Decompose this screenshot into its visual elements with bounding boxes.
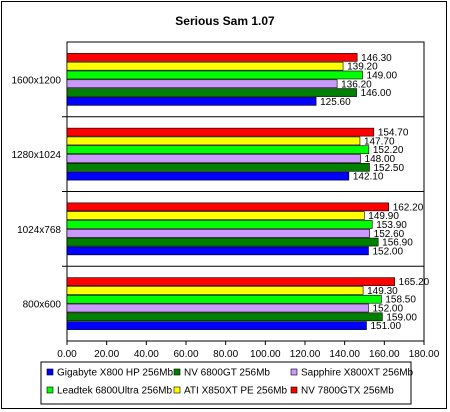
data-label: 165.20	[399, 277, 430, 288]
data-label: 152.00	[372, 304, 403, 315]
data-label: 153.90	[376, 220, 407, 231]
bar	[66, 171, 350, 181]
data-label: 147.70	[364, 136, 395, 147]
legend-swatch	[173, 368, 181, 376]
data-label: 156.90	[382, 238, 413, 249]
legend-swatch	[173, 386, 181, 394]
data-label: 159.00	[386, 312, 417, 323]
data-label: 149.00	[367, 70, 398, 81]
x-tick-label: 140.00	[329, 349, 360, 360]
legend-swatch	[290, 386, 298, 394]
x-tick-label: 20.00	[94, 349, 119, 360]
x-tick-label: 80.00	[213, 349, 238, 360]
bar	[66, 211, 365, 220]
data-label: 162.20	[393, 202, 424, 213]
data-label: 136.20	[341, 79, 372, 90]
legend-swatch	[46, 386, 54, 394]
bar	[66, 237, 379, 247]
data-label: 139.20	[347, 62, 378, 73]
data-label: 142.10	[353, 172, 384, 183]
data-label: 152.60	[374, 229, 405, 240]
x-tick-label: 40.00	[134, 349, 159, 360]
legend-label: NV 6800GT 256Mb	[184, 368, 270, 379]
data-label: 148.00	[365, 154, 396, 165]
x-tick-label: 0.00	[57, 349, 77, 360]
legend: Gigabyte X800 HP 256Mb NV 6800GT 256Mb Sap…	[40, 361, 414, 405]
legend-label: Leadtek 6800Ultra 256Mb	[57, 386, 173, 397]
legend-box	[40, 361, 412, 405]
data-label: 152.00	[372, 246, 403, 257]
bar	[66, 220, 373, 229]
bar	[66, 228, 370, 238]
bar	[66, 53, 358, 62]
bar	[66, 303, 369, 313]
data-label: 152.50	[373, 163, 404, 174]
x-tick-label: 180.00	[409, 349, 440, 360]
bar	[66, 286, 364, 295]
bar	[66, 136, 361, 146]
bar	[66, 97, 317, 106]
category-label: 1280x1024	[12, 150, 62, 161]
legend-label: Sapphire X800XT 256Mb	[301, 368, 414, 379]
data-label: 158.50	[385, 295, 416, 306]
data-label: 151.00	[370, 321, 401, 332]
legend-label: NV 7800GTX 256Mb	[301, 386, 394, 397]
bar	[66, 163, 370, 172]
legend-swatch	[290, 368, 298, 376]
bar	[66, 127, 375, 137]
data-label: 149.30	[367, 286, 398, 297]
bar	[66, 154, 361, 163]
bar	[66, 70, 363, 80]
category-label: 1024x768	[17, 225, 61, 236]
bar	[66, 312, 383, 322]
data-label: 125.60	[320, 97, 351, 108]
x-tick-label: 160.00	[369, 349, 400, 360]
data-label: 154.70	[378, 128, 409, 139]
data-label: 146.30	[361, 53, 392, 64]
bar	[66, 246, 369, 256]
bar	[66, 145, 370, 155]
legend-swatch	[46, 368, 54, 376]
plot-area: 0.00 20.00 40.00 60.00 80.00 100.00 120.00 140.…	[12, 41, 440, 360]
bar	[66, 294, 382, 304]
data-label: 152.20	[373, 145, 404, 156]
bar	[66, 88, 357, 97]
x-tick-label: 60.00	[173, 349, 198, 360]
bar	[66, 321, 367, 330]
chart-title: Serious Sam 1.07	[175, 14, 275, 28]
legend-label: ATI X850XT PE 256Mb	[184, 386, 287, 397]
bar	[66, 277, 395, 286]
category-label: 800x600	[23, 300, 62, 311]
x-tick-label: 120.00	[290, 349, 321, 360]
bar	[66, 202, 389, 212]
bar	[66, 61, 344, 71]
x-tick-label: 100.00	[250, 349, 281, 360]
legend-label: Gigabyte X800 HP 256Mb	[57, 368, 173, 379]
bar	[66, 79, 338, 89]
category-label: 1600x1200	[12, 75, 62, 86]
data-label: 146.00	[361, 88, 392, 99]
data-label: 149.90	[368, 211, 399, 222]
